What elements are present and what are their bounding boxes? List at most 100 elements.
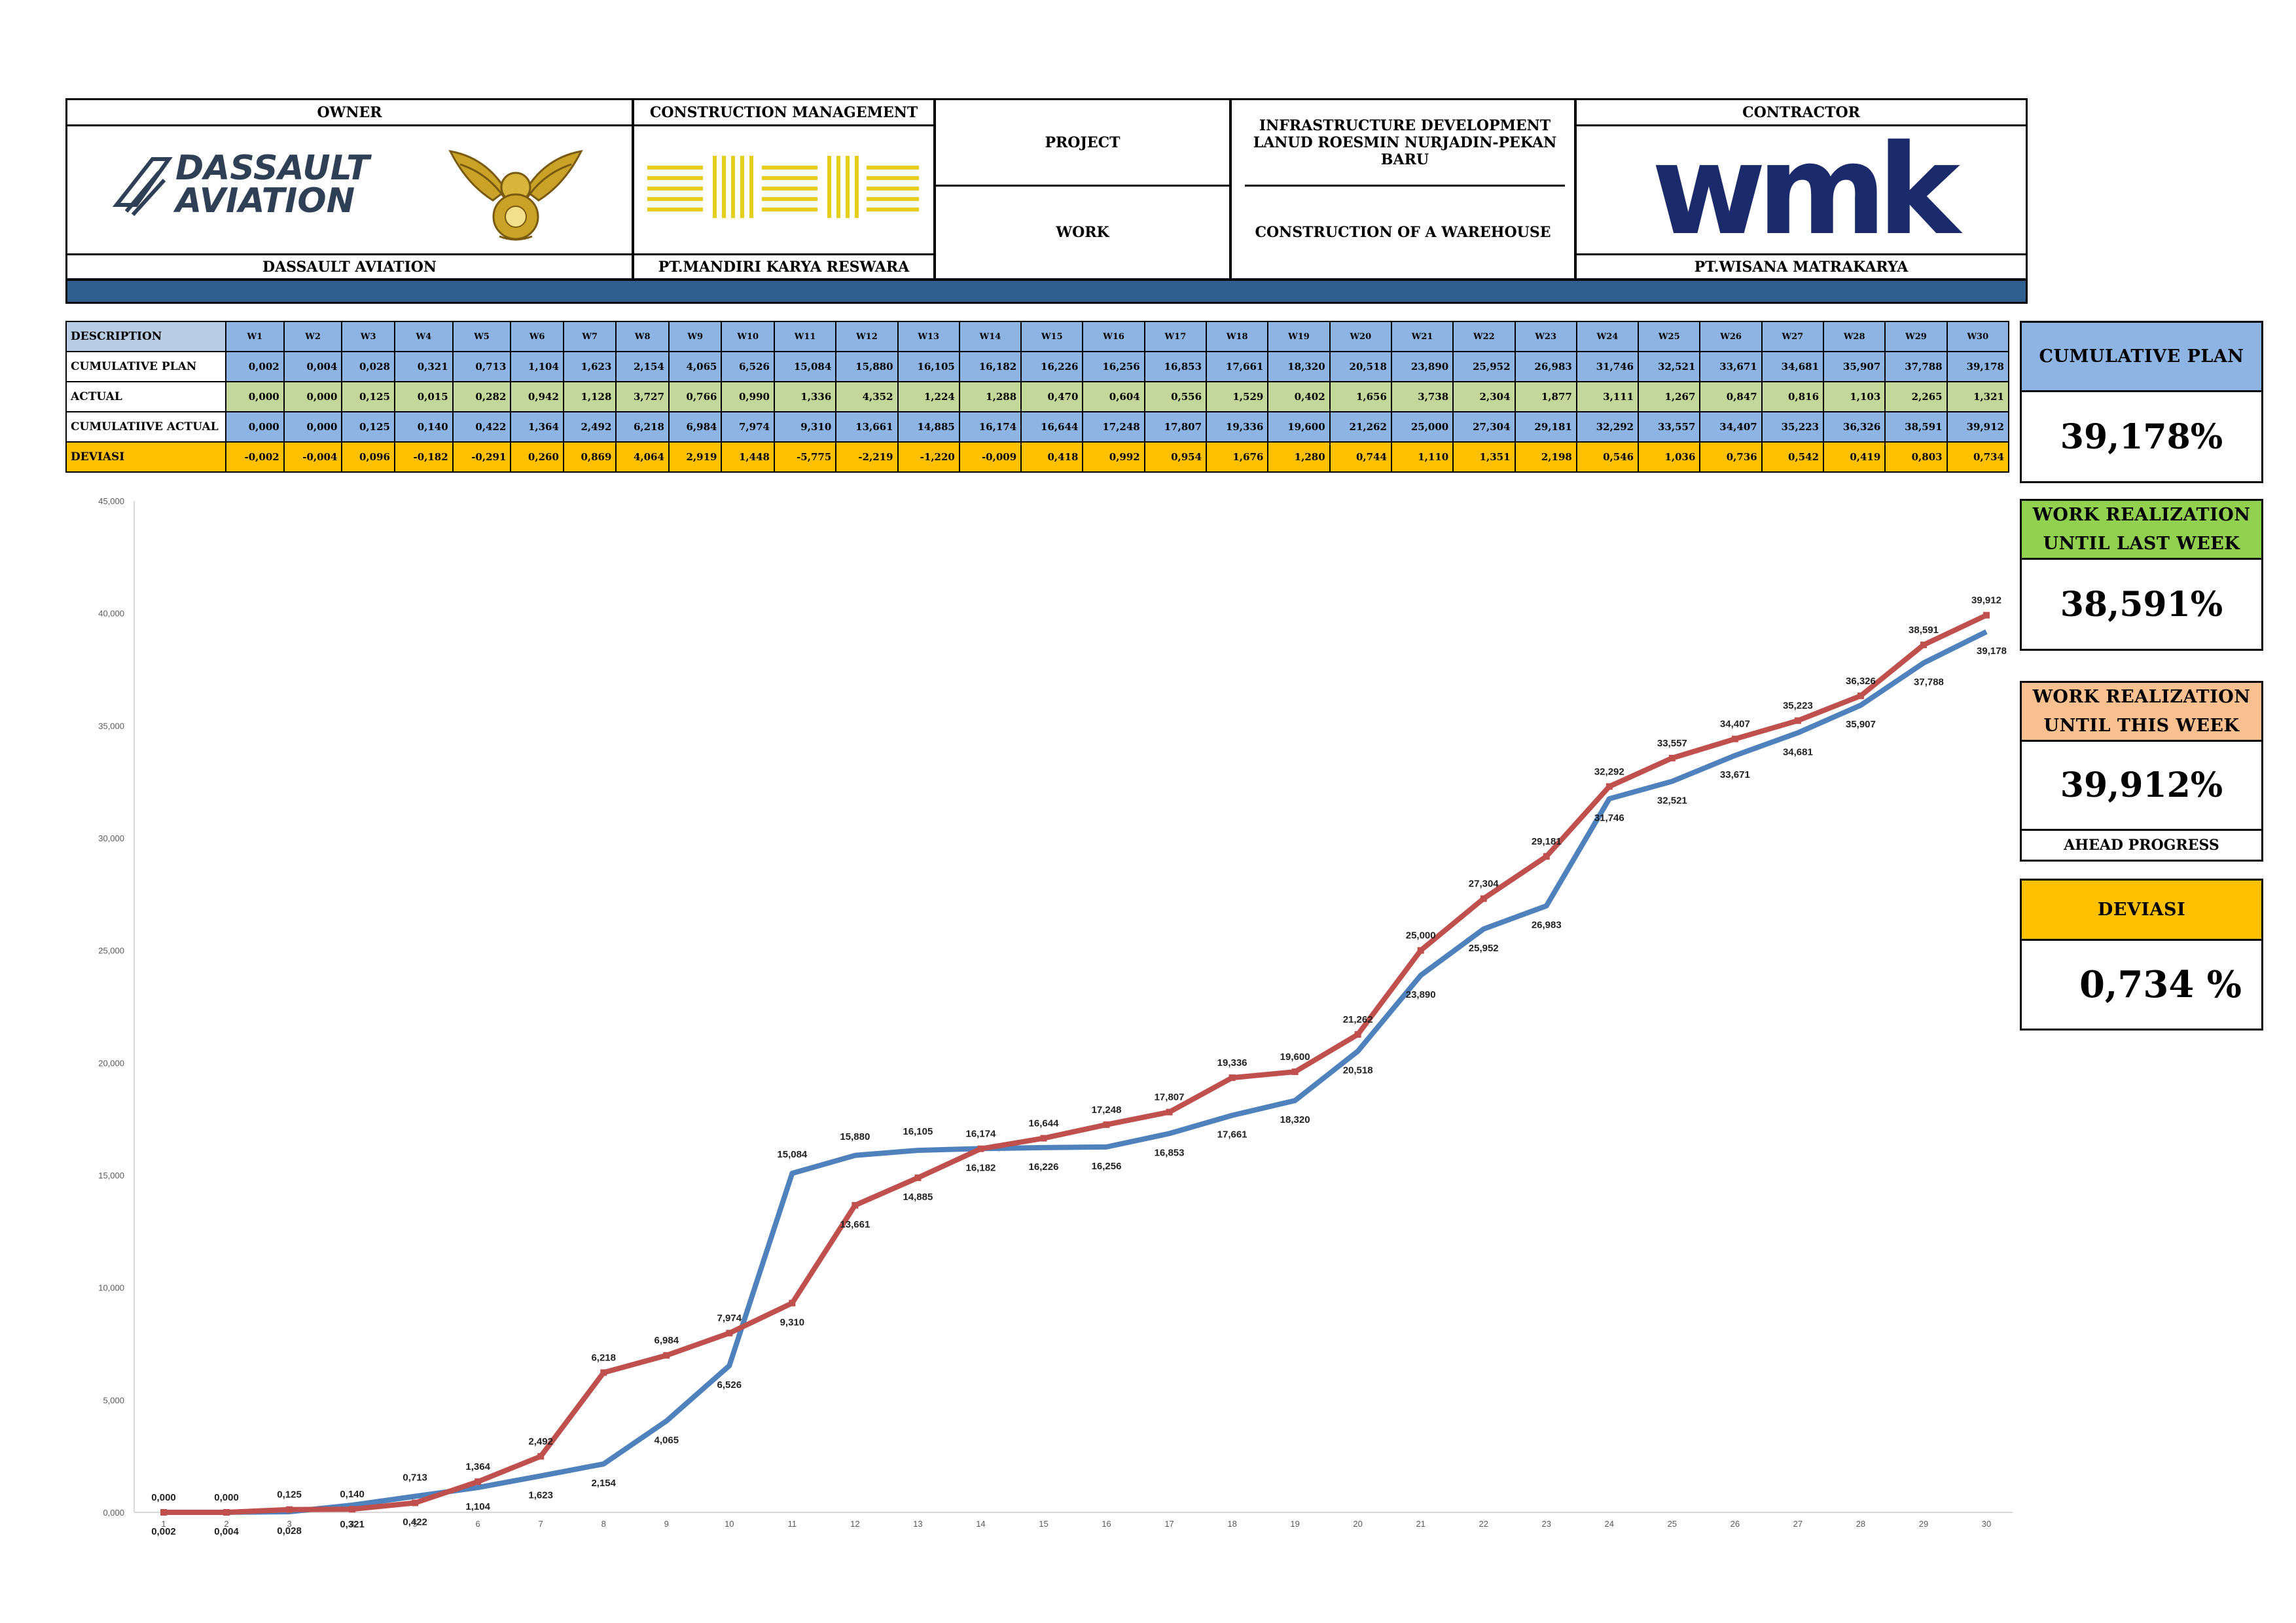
table-cell: 2,265 — [1884, 381, 1948, 412]
y-tick-label: 35,000 — [98, 721, 124, 731]
plan-data-label: 16,182 — [966, 1162, 996, 1173]
y-tick-label: 40,000 — [98, 609, 124, 619]
progress-status: AHEAD PROGRESS — [2064, 837, 2219, 854]
actual-point-marker — [1794, 717, 1801, 724]
x-tick-label: 11 — [788, 1519, 797, 1529]
x-tick-label: 23 — [1542, 1519, 1551, 1529]
this-week-label-1: WORK REALIZATION — [2032, 687, 2251, 707]
table-cell: 0,321 — [393, 351, 454, 382]
actual-data-label: 1,364 — [465, 1461, 490, 1472]
y-tick-label: 45,000 — [98, 496, 124, 506]
x-tick-label: 30 — [1982, 1519, 1991, 1529]
table-cell: 0,803 — [1884, 441, 1948, 473]
actual-point-marker — [1920, 642, 1927, 649]
table-cell: 1,656 — [1329, 381, 1392, 412]
table-cell: 27,304 — [1452, 411, 1516, 443]
actual-point-marker — [1417, 947, 1424, 954]
actual-data-label: 19,336 — [1217, 1057, 1247, 1068]
x-tick-label: 25 — [1668, 1519, 1677, 1529]
cumulative-plan-panel: CUMULATIVE PLAN 39,178% — [2020, 321, 2263, 483]
x-tick-label: 20 — [1353, 1519, 1362, 1529]
y-tick-label: 30,000 — [98, 833, 124, 843]
week-header: W26 — [1699, 321, 1763, 352]
week-header: W5 — [452, 321, 512, 352]
table-cell: 0,542 — [1761, 441, 1825, 473]
table-cell: 29,181 — [1514, 411, 1577, 443]
actual-data-label: 16,644 — [1029, 1118, 1060, 1129]
table-cell: 6,526 — [721, 351, 775, 382]
table-cell: 37,788 — [1884, 351, 1948, 382]
table-cell: 26,983 — [1514, 351, 1577, 382]
table-cell: 3,738 — [1390, 381, 1454, 412]
week-header: W17 — [1143, 321, 1208, 352]
table-cell: 0,869 — [562, 441, 617, 473]
x-tick-label: 4 — [350, 1519, 354, 1529]
plan-data-label: 16,226 — [1029, 1161, 1059, 1173]
table-cell: 33,671 — [1699, 351, 1763, 382]
week-header: W24 — [1575, 321, 1640, 352]
actual-data-label: 2,492 — [528, 1436, 553, 1447]
owner-panel: OWNER DASSAULT AVIATION DASSAULT AVIATIO… — [65, 98, 634, 280]
x-tick-label: 26 — [1731, 1519, 1740, 1529]
x-tick-label: 10 — [725, 1519, 734, 1529]
table-cell: 0,734 — [1946, 441, 2010, 473]
table-cell: 21,262 — [1329, 411, 1392, 443]
actual-point-marker — [1229, 1074, 1236, 1082]
table-cell: 36,326 — [1823, 411, 1886, 443]
actual-point-marker — [349, 1506, 356, 1513]
x-tick-label: 28 — [1856, 1519, 1865, 1529]
plan-data-label: 20,518 — [1343, 1065, 1373, 1076]
actual-point-marker — [412, 1499, 419, 1506]
table-cell: 15,880 — [835, 351, 899, 382]
plan-data-label: 0,004 — [214, 1526, 239, 1537]
table-cell: -2,219 — [835, 441, 899, 473]
actual-series-line — [164, 613, 1988, 1515]
table-cell: 2,492 — [562, 411, 617, 443]
table-cell: 0,418 — [1020, 441, 1084, 473]
table-cell: 38,591 — [1884, 411, 1948, 443]
actual-data-label: 35,223 — [1783, 701, 1813, 712]
last-week-label-2: UNTIL LAST WEEK — [2043, 534, 2240, 554]
actual-point-marker — [1668, 754, 1676, 761]
actual-data-label: 19,600 — [1280, 1051, 1310, 1063]
table-cell: -0,004 — [283, 441, 343, 473]
actual-point-marker — [789, 1300, 796, 1307]
table-cell: -5,775 — [773, 441, 837, 473]
actual-point-marker — [914, 1174, 922, 1181]
table-cell: 1,364 — [510, 411, 564, 443]
header-divider-bar — [65, 279, 2028, 304]
table-cell: 0,604 — [1082, 381, 1145, 412]
x-tick-label: 24 — [1605, 1519, 1614, 1529]
table-cell: 19,600 — [1267, 411, 1331, 443]
table-cell: 1,036 — [1638, 441, 1701, 473]
table-cell: 2,154 — [615, 351, 670, 382]
plan-data-label: 16,256 — [1092, 1161, 1122, 1172]
table-cell: 0,140 — [393, 411, 454, 443]
week-header: W14 — [958, 321, 1022, 352]
week-header: W22 — [1452, 321, 1516, 352]
table-cell: 9,310 — [773, 411, 837, 443]
actual-data-label: 13,661 — [840, 1219, 870, 1230]
actual-point-marker — [286, 1506, 293, 1513]
table-cell: 2,919 — [668, 441, 723, 473]
x-tick-label: 19 — [1290, 1519, 1299, 1529]
table-cell: 0,015 — [393, 381, 454, 412]
week-header: W20 — [1329, 321, 1392, 352]
table-cell: 1,676 — [1206, 441, 1269, 473]
x-tick-label: 12 — [850, 1519, 859, 1529]
week-header: W21 — [1390, 321, 1454, 352]
actual-point-marker — [475, 1478, 482, 1486]
plan-data-label: 15,084 — [777, 1149, 808, 1160]
table-cell: 0,260 — [510, 441, 564, 473]
x-tick-label: 14 — [976, 1519, 985, 1529]
table-cell: 1,103 — [1823, 381, 1886, 412]
actual-data-label: 27,304 — [1469, 879, 1499, 890]
actual-data-label: 17,807 — [1155, 1092, 1185, 1103]
table-cell: 1,336 — [773, 381, 837, 412]
table-cell: 1,110 — [1390, 441, 1454, 473]
table-cell: -0,182 — [393, 441, 454, 473]
y-tick-label: 0,000 — [103, 1508, 124, 1518]
cm-label: CONSTRUCTION MANAGEMENT — [634, 100, 933, 126]
actual-point-marker — [726, 1330, 733, 1337]
table-cell: 17,807 — [1143, 411, 1208, 443]
